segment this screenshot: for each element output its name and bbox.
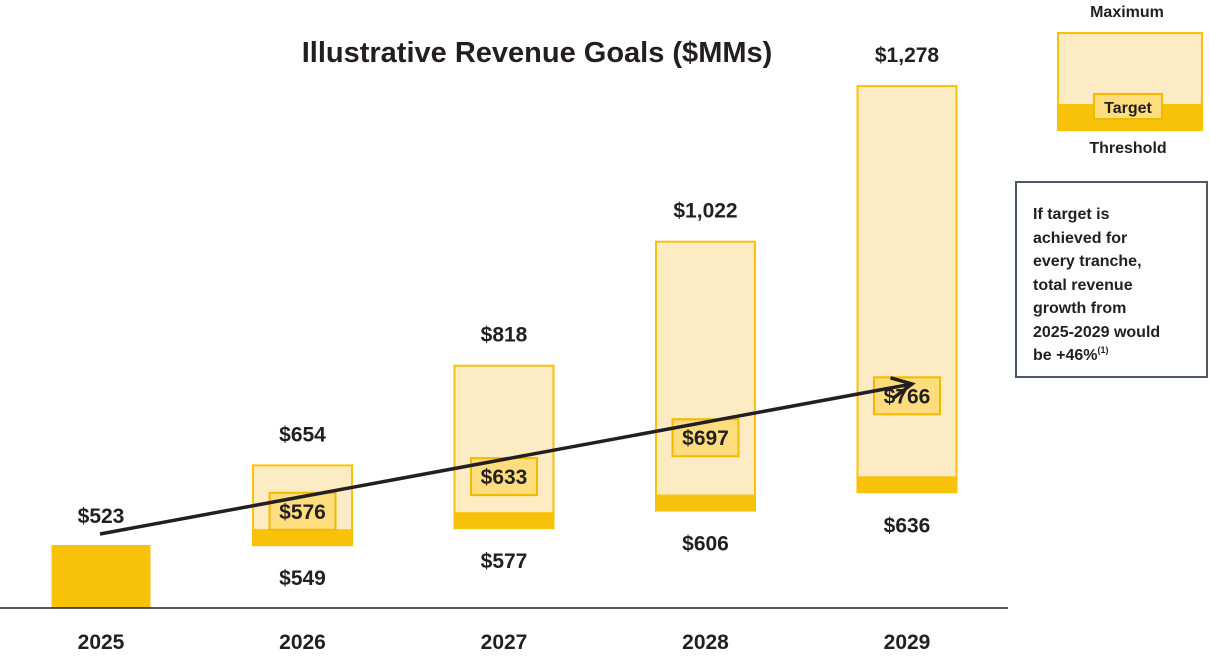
trend-arrow-head (890, 376, 916, 399)
target-label-2029: $766 (884, 385, 931, 408)
legend: Maximum Target Threshold (1057, 4, 1203, 157)
threshold-label-2028: $606 (682, 533, 729, 556)
target-label-2028: $697 (682, 427, 729, 450)
trend-arrow-layer (99, 376, 916, 536)
x-axis-ticks: 2025 2026 2027 2028 2029 (78, 631, 931, 654)
value-label-2025: $523 (78, 505, 125, 528)
x-tick-2025: 2025 (78, 631, 125, 654)
bar-2026-threshold (253, 529, 352, 546)
chart-title: Illustrative Revenue Goals ($MMs) (302, 37, 773, 69)
bar-2028-threshold (656, 494, 755, 511)
x-tick-2029: 2029 (884, 631, 931, 654)
legend-target-swatch (1093, 93, 1163, 120)
bar-2028-range (655, 240, 756, 512)
threshold-label-2026: $549 (279, 567, 326, 590)
callout-line: 2025-2029 would (1033, 323, 1161, 341)
x-tick-2026: 2026 (279, 631, 326, 654)
target-label-2027: $633 (481, 466, 528, 489)
bar-2027-threshold (454, 512, 554, 529)
maximum-label-2029: $1,278 (875, 44, 940, 67)
x-tick-2028: 2028 (682, 631, 729, 654)
legend-threshold-label: Threshold (1089, 140, 1166, 157)
callout-growth-text: be +46% (1033, 347, 1098, 364)
x-tick-2027: 2027 (481, 631, 528, 654)
bars-layer (51, 85, 958, 608)
maximum-label-2028: $1,022 (673, 200, 737, 223)
bar-2027-range (453, 364, 555, 530)
value-labels-layer: $523 $576 $654 $549 $633 $818 $577 $697 $1,022 $6… (78, 44, 940, 590)
threshold-label-2029: $636 (884, 514, 931, 537)
target-label-2026: $576 (279, 501, 326, 524)
legend-target-label: Target (1104, 100, 1152, 117)
bar-2025-current (51, 545, 151, 608)
bar-2029-target-box (873, 376, 941, 416)
callout-line: growth from (1033, 300, 1127, 317)
callout-line: every tranche, (1033, 253, 1142, 270)
callout-line-last: be +46%(1) (1033, 344, 1196, 368)
callout-line: achieved for (1033, 229, 1128, 247)
bar-2029-range (856, 85, 958, 494)
callout-box: If target is achieved for every tranche,… (1015, 181, 1208, 378)
callout-line: If target is (1033, 206, 1110, 223)
threshold-label-2027: $577 (481, 550, 528, 573)
legend-maximum-label: Maximum (1090, 4, 1164, 21)
callout-line: total revenue (1033, 276, 1133, 294)
maximum-label-2027: $818 (481, 324, 528, 347)
trend-arrow-line (99, 382, 910, 536)
bar-2029-threshold (857, 476, 957, 493)
callout-footnote: (1) (1097, 345, 1109, 355)
maximum-label-2026: $654 (279, 423, 326, 446)
